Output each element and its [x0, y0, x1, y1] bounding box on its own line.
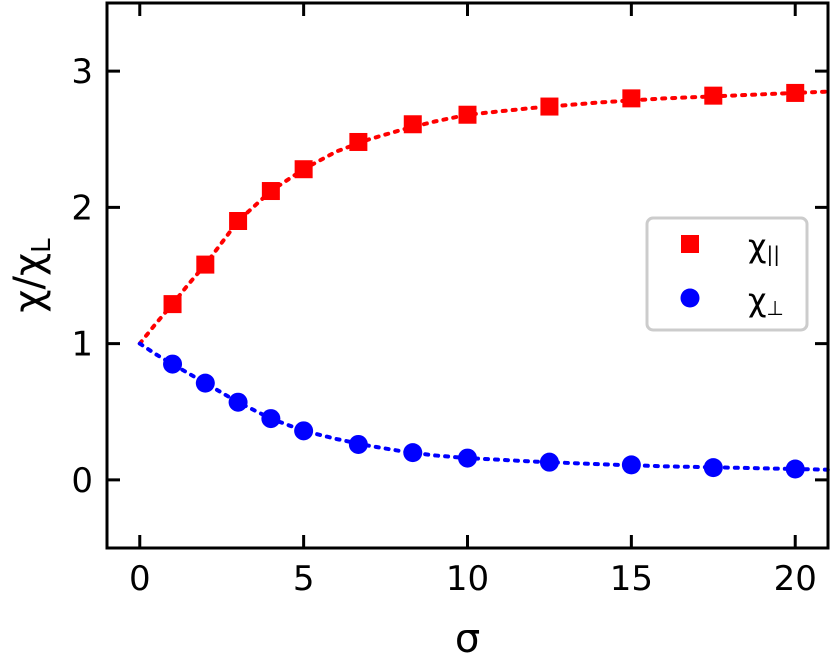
data-point-circle [163, 354, 183, 374]
data-point-circle [703, 458, 723, 478]
data-point-circle [403, 443, 423, 463]
y-tick-label: 3 [71, 52, 93, 92]
data-point-square [196, 255, 215, 274]
y-axis-label: χ/χL [6, 238, 57, 313]
x-axis-label: σ [455, 616, 480, 662]
data-point-circle [539, 452, 559, 472]
data-point-square [403, 115, 422, 134]
legend-label: χ⊥ [748, 281, 784, 320]
data-point-square [458, 105, 477, 124]
legend-label-subscript: || [766, 242, 779, 266]
legend-label-main: χ [748, 281, 766, 319]
data-point-circle [195, 373, 215, 393]
fit-line-2 [137, 341, 830, 472]
y-axis-label-subscript: L [27, 238, 57, 253]
data-point-square [786, 83, 805, 102]
data-point-circle [348, 434, 368, 454]
y-tick-label: 1 [71, 325, 93, 365]
data-point-square [294, 160, 313, 179]
legend-label: χ|| [748, 227, 780, 266]
tick-labels: 0 5 10 15 20 0 1 2 3 [71, 52, 817, 599]
data-point-square [622, 89, 641, 108]
fit-lines [137, 89, 830, 472]
y-tick-label: 2 [71, 188, 93, 228]
data-point-circle [785, 459, 805, 479]
legend-label-subscript: ⊥ [766, 296, 783, 320]
data-points [163, 83, 805, 479]
data-point-square [163, 295, 182, 314]
data-point-circle [228, 392, 248, 412]
fit-line-1 [137, 89, 830, 346]
legend: χ||χ⊥ [645, 216, 809, 332]
legend-label-main: χ [748, 227, 766, 265]
x-tick-label: 10 [446, 559, 489, 599]
x-tick-label: 15 [610, 559, 653, 599]
data-point-square [261, 182, 280, 201]
data-point-circle [261, 409, 281, 429]
legend-marker-square [681, 235, 699, 253]
data-point-square [704, 86, 723, 105]
data-point-circle [294, 421, 314, 441]
data-point-square [540, 97, 559, 116]
y-axis-label-main: χ/χ [6, 253, 52, 313]
x-tick-label: 0 [129, 559, 151, 599]
y-tick-label: 0 [71, 461, 93, 501]
x-tick-label: 5 [293, 559, 315, 599]
data-point-square [349, 132, 368, 151]
legend-marker-circle [680, 288, 700, 308]
x-tick-label: 20 [774, 559, 817, 599]
data-point-circle [458, 448, 477, 468]
data-point-square [229, 212, 248, 230]
axis-ticks [107, 3, 828, 548]
data-point-circle [621, 455, 641, 475]
